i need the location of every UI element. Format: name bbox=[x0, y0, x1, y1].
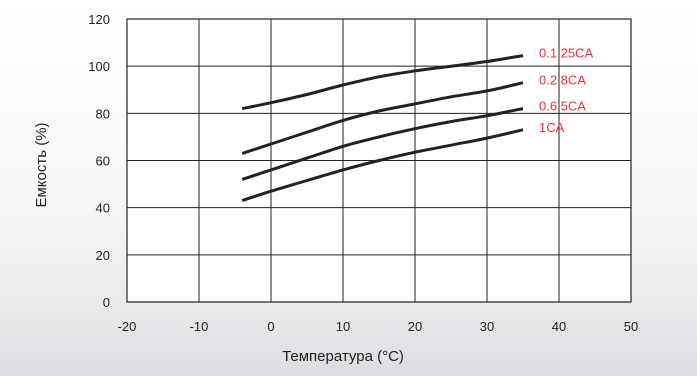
series-line-2 bbox=[241, 107, 524, 181]
series-labels: 0.1 25CA 0.2 8CA 0.6 5CA 1CA bbox=[539, 46, 594, 135]
series-line-0 bbox=[241, 54, 524, 111]
x-axis-title: Температура (°C) bbox=[282, 348, 404, 365]
y-tick-labels: 0 20 40 60 80 100 120 bbox=[88, 12, 110, 310]
series-label-2: 0.6 5CA bbox=[539, 99, 586, 114]
y-tick-label: 120 bbox=[88, 12, 110, 27]
y-tick-label: 40 bbox=[96, 201, 110, 216]
x-tick-label: 20 bbox=[408, 319, 422, 334]
y-axis-title: Емкость (%) bbox=[33, 122, 50, 207]
series-label-1: 0.2 8CA bbox=[539, 73, 586, 88]
x-tick-label: 30 bbox=[480, 319, 494, 334]
y-tick-label: 100 bbox=[88, 59, 110, 74]
x-tick-label: 10 bbox=[336, 319, 350, 334]
series-line-1 bbox=[241, 81, 524, 155]
y-tick-label: 80 bbox=[96, 106, 110, 121]
x-tick-labels: -20 -10 0 10 20 30 40 50 bbox=[118, 319, 639, 334]
series-lines bbox=[241, 54, 524, 203]
series-label-0: 0.1 25CA bbox=[539, 46, 594, 61]
y-tick-label: 60 bbox=[96, 154, 110, 169]
x-tick-label: 50 bbox=[624, 319, 638, 334]
y-tick-label: 20 bbox=[96, 248, 110, 263]
x-tick-label: -20 bbox=[118, 319, 137, 334]
x-tick-label: -10 bbox=[190, 319, 209, 334]
y-tick-label: 0 bbox=[103, 295, 110, 310]
series-label-3: 1CA bbox=[539, 120, 565, 135]
x-tick-label: 40 bbox=[552, 319, 566, 334]
series-line-3 bbox=[241, 128, 524, 203]
x-tick-label: 0 bbox=[267, 319, 274, 334]
